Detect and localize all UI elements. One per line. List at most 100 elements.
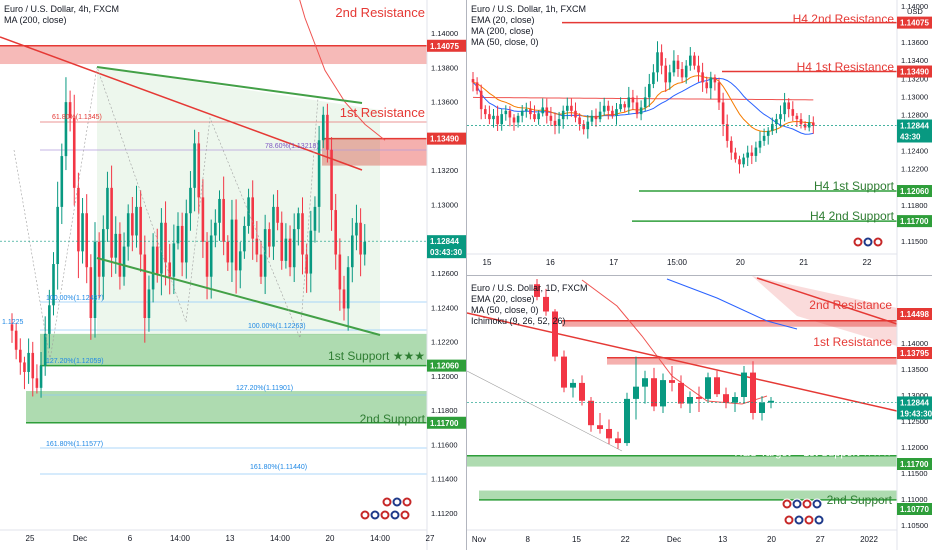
flag-icon-center (794, 501, 800, 507)
h1-flag-icon (862, 236, 874, 248)
d1-time-tick: 20 (767, 535, 776, 544)
h1-price-tag-bg (897, 119, 932, 132)
h4-candle (338, 254, 342, 290)
h1-candle (631, 97, 635, 103)
h1-price-tick: 1.13600 (901, 38, 928, 47)
h1-candle (689, 55, 692, 66)
h4-candle (143, 254, 147, 318)
d1-candle (714, 377, 720, 395)
d1-price-tag-bg (897, 347, 932, 359)
annotation-1st-support: 1st Support ★★★ (328, 349, 425, 363)
flag-icon-center (392, 512, 398, 518)
h4-candle (359, 222, 362, 255)
fib-label: 161.80%(1.11577) (46, 441, 103, 448)
fib-label: 100.00%(1.12263) (248, 323, 306, 330)
h4-candle (255, 238, 259, 255)
h4-candle (164, 222, 167, 263)
h1-time-tick: 20 (736, 258, 745, 267)
h1-candle (787, 102, 790, 110)
d1-price-tick: 1.13500 (901, 365, 928, 374)
h1-flag-icon (872, 236, 884, 248)
d1-price-tag-bg (897, 458, 932, 470)
h1-price-tag: 1.12844 (900, 122, 929, 131)
h1-candle (537, 113, 540, 120)
h4-candle (56, 206, 59, 265)
annotation-h4-1st-support: H4 1st Support (814, 179, 895, 193)
h4-candle (346, 267, 350, 309)
annotation-2nd-resistance: 2nd Resistance (335, 5, 425, 20)
d1-candle (696, 397, 702, 399)
d1-candle (705, 377, 711, 399)
h1-candle (619, 104, 622, 110)
h4-candle (77, 187, 80, 252)
h1-time-tick: 15 (483, 258, 492, 267)
d1-price-tick: 1.11500 (901, 469, 928, 478)
h1-candle (795, 115, 799, 120)
d1-time-tick: Nov (472, 535, 486, 544)
h1-candle (656, 52, 659, 73)
h4-candle (292, 229, 296, 268)
fib-label: 1.1225 (2, 319, 24, 326)
h4-candle (81, 213, 84, 252)
h4-candle (102, 229, 105, 277)
flag-icon-center (814, 501, 820, 507)
h1-candle (557, 119, 561, 126)
d1-time-tick: 15 (572, 535, 581, 544)
d1-candle (606, 428, 612, 439)
h4-candle (85, 213, 88, 268)
fib-label: 61.80%(1.1345) (52, 114, 102, 121)
h4-time-tick: 14:00 (270, 534, 291, 543)
resistance-2-zone (562, 320, 897, 327)
h4-candle (10, 324, 14, 331)
h1-candle (566, 105, 569, 111)
h4-candle (139, 206, 142, 255)
h1-candle (570, 105, 573, 111)
h4-price-tag: 1.12060 (430, 362, 459, 371)
h1-legend: Euro / U.S. Dollar, 1h, FXCM EMA (20, cl… (471, 4, 586, 48)
h1-price-tag: 1.12060 (900, 187, 929, 196)
d1-price-tick: 1.12500 (901, 417, 928, 426)
h4-price-tick: 1.14000 (431, 29, 458, 38)
h4-candle (209, 235, 213, 277)
h4-candle (363, 241, 367, 255)
h1-chart-panel[interactable]: H4 2nd Resistance H4 1st Resistance H4 1st… (467, 0, 932, 275)
h1-price-tick: 1.14000 (901, 2, 928, 11)
h4-price-tag: 1.14075 (430, 42, 459, 51)
h1-candle (713, 77, 717, 83)
h1-candle (516, 115, 520, 123)
h1-time-tick: 17 (609, 258, 618, 267)
h4-candle (268, 229, 271, 247)
currency-label: USD (907, 7, 923, 16)
h1-price-tick: 1.13000 (901, 92, 928, 101)
h4-candle (189, 187, 192, 214)
d1-candle (552, 311, 558, 357)
h1-candle (525, 109, 528, 111)
h4-price-tick: 1.12200 (431, 338, 458, 347)
h4-candle (222, 198, 225, 242)
h1-candle (730, 140, 733, 153)
h1-candle (512, 117, 516, 123)
h1-candle (725, 124, 729, 141)
d1-chart-panel[interactable]: 2nd Resistance 1st Resistance H&S Target +… (467, 276, 932, 550)
ma50-line (666, 278, 798, 330)
h4-chart-svg[interactable]: 2nd Resistance 1st Resistance 1st Support … (0, 0, 466, 550)
h4-price-tag-bg (427, 39, 466, 52)
h4-candle (110, 187, 113, 258)
d1-candle (633, 386, 639, 399)
d1-chart-svg[interactable]: 2nd Resistance 1st Resistance H&S Target +… (467, 276, 932, 550)
fib-label: 127.20%(1.11901) (236, 385, 293, 392)
h4-chart-panel[interactable]: 2nd Resistance 1st Resistance 1st Support … (0, 0, 466, 550)
h1-chart-svg[interactable]: H4 2nd Resistance H4 1st Resistance H4 1st… (467, 0, 932, 275)
d1-candle (750, 372, 756, 413)
d1-flag-icon (781, 498, 793, 510)
d1-price-tick: 1.13000 (901, 391, 928, 400)
flag-icon-center (855, 239, 861, 245)
h1-candle (643, 97, 647, 108)
h1-price-tick: 1.11800 (901, 201, 928, 210)
h4-price-tag: 1.13490 (430, 135, 459, 144)
h1-candle (615, 109, 618, 116)
h4-candle (301, 213, 304, 255)
h4-price-tick: 1.13600 (431, 98, 458, 107)
h1-candle (660, 52, 663, 66)
d1-price-tag: 1.10770 (900, 505, 929, 514)
